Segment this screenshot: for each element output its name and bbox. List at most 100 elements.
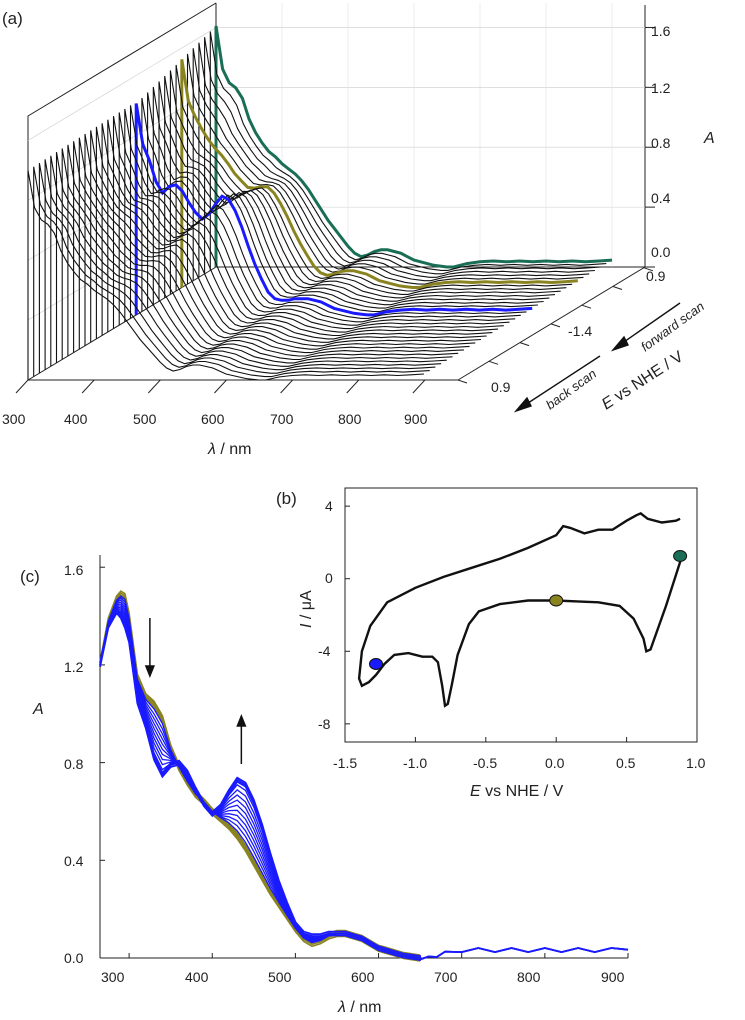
c-x-tick-label: 600: [351, 969, 375, 985]
a-spectrum-trace: [124, 108, 521, 323]
a-x-tick-label: 300: [2, 411, 26, 427]
forward-scan-arrowhead: [610, 335, 629, 352]
c-intermediate-series-line: [99, 597, 421, 959]
b-x-tick-label: -1.5: [333, 755, 357, 771]
c-x-tick-label: 700: [434, 969, 458, 985]
a-x-tick: [214, 379, 227, 394]
c-olive-series-line: [99, 595, 421, 962]
a-x-tick: [81, 379, 95, 394]
c-y-axis-title: A: [32, 701, 44, 718]
a-x-tick: [15, 379, 29, 394]
a-depth-tick: [519, 342, 530, 347]
c-intermediate-series-line: [99, 604, 421, 959]
c-x-axis-title: λ / nm: [337, 999, 381, 1016]
a-x-tick: [280, 379, 293, 394]
a-depth-axis-title: E vs NHE / V: [599, 348, 687, 413]
back-scan-annotation: back scan: [543, 366, 599, 413]
a-spectrum-trace: [198, 42, 595, 278]
a-spectrum-trace: [129, 105, 527, 319]
a-depth-tick: [643, 267, 654, 272]
c-blue-series-line: [99, 607, 629, 961]
panel-a-z-tick-labels: 1.6 1.2 0.8 0.4 0.0: [651, 23, 671, 260]
a-spectrum-trace: [112, 116, 510, 330]
c-olive-series-line: [99, 594, 421, 960]
a-spectrum-trace: [78, 137, 476, 350]
a-spectrum-trace: [118, 112, 516, 326]
a-x-tick-label: 700: [270, 411, 294, 427]
a-depth-tick: [581, 304, 592, 309]
cv-curve: [357, 512, 685, 708]
panel-c-label: (c): [20, 567, 40, 586]
a-spectrum-trace: [214, 25, 613, 269]
c-y-tick-label: 0.4: [64, 853, 84, 869]
panel-a-x-tick-labels: 300 400 500 600 700 800 900: [2, 411, 428, 427]
b-x-axis-unit: vs NHE / V: [481, 783, 564, 800]
b-y-tick-label: 0: [325, 570, 333, 586]
panel-b: (b) -1.5 -1.0 -0.5 0.0 0.5 1.0 E vs NHE …: [276, 487, 706, 800]
b-x-tick-label: 0.0: [545, 755, 565, 771]
a-spectrum-trace: [175, 64, 573, 292]
a-spectrum-trace: [180, 59, 578, 289]
a-x-tick-label: 400: [64, 411, 88, 427]
c-x-axis-unit: / nm: [346, 999, 382, 1016]
a-x-axis-unit: / nm: [216, 441, 252, 458]
a-x-tick-label: 500: [133, 411, 157, 427]
panel-c-x-tick-labels: 300 400 500 600 700 800 900: [101, 969, 625, 985]
a-wall-gridline: [27, 206, 217, 321]
a-depth-tick: [457, 379, 468, 384]
a-z-tick-label: 0.4: [651, 190, 671, 206]
panel-a: (a) 300 400 500 600 700 800 900 λ / nm 1…: [2, 2, 715, 458]
panel-c-arrows: [144, 618, 247, 764]
a-spectrum-trace: [50, 155, 447, 367]
back-scan-arrow: [513, 355, 601, 413]
c-intermediate-series-line: [99, 601, 421, 959]
panel-a-label: (a): [2, 9, 23, 28]
forward-scan-annotation: forward scan: [638, 299, 707, 355]
b-y-tick-label: -8: [318, 716, 331, 732]
a-z-tick-label: 1.6: [651, 23, 671, 39]
a-wall-gridline: [27, 27, 217, 141]
a-wall-gridline: [27, 87, 217, 201]
a-depth-tick: [612, 286, 623, 290]
back-scan-arrow-shaft: [524, 355, 601, 406]
c-x-tick-label: 900: [601, 969, 625, 985]
c-intermediate-series-line: [99, 603, 421, 959]
a-spectrum-trace: [27, 170, 425, 381]
b-y-axis-unit: / μA: [298, 590, 315, 624]
c-x-tick-label: 300: [101, 969, 125, 985]
a-spectrum-trace: [164, 75, 561, 299]
a-x-tick: [412, 379, 426, 394]
a-spectrum-trace: [44, 159, 442, 371]
a-x-tick-label: 900: [404, 411, 428, 427]
c-x-tick-label: 400: [185, 969, 209, 985]
panel-b-y-tick-labels: 4 0 -4 -8: [318, 498, 333, 732]
a-z-tick-label: 0.0: [651, 244, 671, 260]
a-depth-tick-label: 0.9: [646, 268, 666, 284]
c-y-tick-label: 0.8: [64, 756, 84, 772]
panel-a-traces: [27, 25, 613, 381]
a-depth-axis-unit: vs NHE / V: [608, 348, 687, 407]
c-intermediate-series-line: [99, 599, 421, 959]
c-olive-series-line: [99, 592, 421, 958]
c-y-tick-label: 1.2: [64, 659, 84, 675]
a-spectrum-trace: [38, 163, 436, 374]
cv-marker-teal: [673, 550, 688, 563]
a-spectrum-trace: [186, 53, 584, 285]
a-spectrum-trace: [158, 81, 556, 302]
c-increase-arrowhead: [236, 713, 247, 727]
forward-scan-arrow: [610, 302, 681, 352]
c-x-tick-label: 800: [517, 969, 541, 985]
a-x-tick-label: 600: [201, 411, 225, 427]
a-x-axis-title: λ / nm: [207, 441, 251, 458]
c-intermediate-series-line: [99, 595, 421, 959]
c-y-tick-label: 1.6: [64, 562, 84, 578]
a-depth-tick-label: -1.4: [568, 323, 592, 339]
cv-marker-olive: [549, 594, 564, 607]
a-z-axis-title: A: [703, 130, 715, 147]
panel-b-markers: [368, 550, 688, 670]
a-x-axis-symbol: λ: [207, 441, 216, 458]
panel-a-ticks: [15, 26, 655, 394]
b-y-axis-symbol: I: [298, 623, 315, 628]
c-x-tick-label: 500: [268, 969, 292, 985]
b-x-tick-label: 1.0: [686, 755, 706, 771]
